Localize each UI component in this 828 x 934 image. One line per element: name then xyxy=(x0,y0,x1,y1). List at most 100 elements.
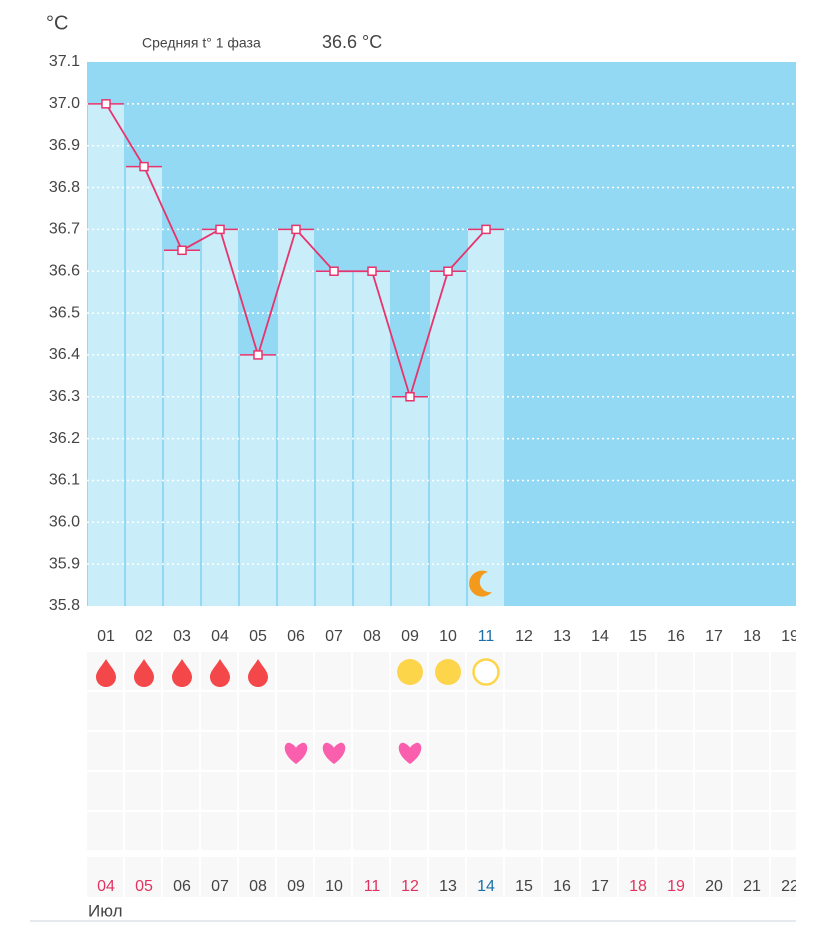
point-marker xyxy=(443,266,453,276)
avg-value: 36.6 °C xyxy=(322,32,382,52)
cell xyxy=(315,772,351,810)
cell xyxy=(695,692,731,730)
date-label: 07 xyxy=(211,878,229,895)
y-tick-label: 36.6 xyxy=(49,262,80,279)
cell xyxy=(619,772,655,810)
x-tick-label: 02 xyxy=(135,628,153,645)
cell xyxy=(543,652,579,690)
cell xyxy=(657,772,693,810)
cell xyxy=(87,732,123,770)
date-cell xyxy=(277,857,313,897)
cell xyxy=(163,772,199,810)
y-tick-label: 36.3 xyxy=(49,388,80,405)
cell xyxy=(201,732,237,770)
y-tick-label: 37.0 xyxy=(49,95,80,112)
date-cell xyxy=(467,857,503,897)
point-marker xyxy=(139,161,149,172)
cell xyxy=(429,732,465,770)
x-tick-label: 04 xyxy=(211,628,229,645)
cell xyxy=(771,772,796,810)
cell xyxy=(201,772,237,810)
cell xyxy=(695,732,731,770)
cell xyxy=(505,812,541,850)
y-tick-label: 36.8 xyxy=(49,179,80,196)
date-cell xyxy=(771,857,796,897)
cell xyxy=(657,692,693,730)
cell xyxy=(429,692,465,730)
x-tick-label: 08 xyxy=(363,628,381,645)
cell xyxy=(201,692,237,730)
cell xyxy=(543,772,579,810)
drop-icon xyxy=(96,659,116,687)
cell xyxy=(543,812,579,850)
cell xyxy=(733,692,769,730)
cell xyxy=(581,692,617,730)
sun-icon xyxy=(435,659,461,685)
date-label: 12 xyxy=(401,878,419,895)
drop-icon xyxy=(210,659,230,687)
cell xyxy=(733,732,769,770)
cell xyxy=(353,732,389,770)
x-tick-label: 09 xyxy=(401,628,419,645)
date-cell xyxy=(505,857,541,897)
x-tick-label: 07 xyxy=(325,628,343,645)
date-label: 13 xyxy=(439,878,457,895)
cell xyxy=(239,812,275,850)
avg-label: Средняя t° 1 фаза xyxy=(142,35,261,51)
y-tick-label: 35.9 xyxy=(49,555,80,572)
x-tick-label: 11 xyxy=(478,628,495,645)
bar xyxy=(126,166,162,606)
point-marker xyxy=(481,224,491,235)
cell xyxy=(771,652,796,690)
point-marker xyxy=(405,392,415,402)
y-tick-label: 36.7 xyxy=(49,221,80,238)
cell xyxy=(657,732,693,770)
cell xyxy=(619,812,655,850)
point-marker xyxy=(253,350,263,360)
cell xyxy=(733,812,769,850)
cell xyxy=(619,692,655,730)
cell xyxy=(619,652,655,690)
cell xyxy=(315,812,351,850)
y-tick-label: 36.5 xyxy=(49,304,80,321)
cell xyxy=(239,732,275,770)
date-label: 22 xyxy=(781,878,799,895)
cell xyxy=(543,692,579,730)
month-label: Июл xyxy=(88,901,123,920)
date-label: 06 xyxy=(173,878,191,895)
cell xyxy=(505,652,541,690)
date-cell xyxy=(429,857,465,897)
cell xyxy=(695,812,731,850)
x-tick-label: 10 xyxy=(439,628,457,645)
x-tick-label: 16 xyxy=(667,628,685,645)
point-marker xyxy=(215,224,225,235)
x-tick-label: 01 xyxy=(97,628,115,645)
unit-label: °C xyxy=(46,12,68,34)
date-cell xyxy=(657,857,693,897)
date-label: 05 xyxy=(135,878,153,895)
cell xyxy=(353,812,389,850)
date-label: 04 xyxy=(97,878,115,895)
date-label: 11 xyxy=(364,878,381,895)
plot: 01 04 02 05 03 06 04 07 05 08 06 09 07 10 08 11 09 12 10 13… xyxy=(87,62,799,897)
date-label: 19 xyxy=(667,878,685,895)
date-cell xyxy=(619,857,655,897)
cell xyxy=(163,812,199,850)
bar xyxy=(468,229,504,606)
cell xyxy=(657,652,693,690)
cell xyxy=(87,812,123,850)
cell xyxy=(315,692,351,730)
cell xyxy=(695,772,731,810)
cell xyxy=(467,812,503,850)
x-tick-label: 06 xyxy=(287,628,305,645)
cell xyxy=(505,692,541,730)
y-tick-label: 35.8 xyxy=(49,597,80,614)
date-label: 16 xyxy=(553,878,571,895)
cell xyxy=(733,652,769,690)
cell xyxy=(353,652,389,690)
date-cell xyxy=(695,857,731,897)
cell xyxy=(125,812,161,850)
sun-outline-icon xyxy=(472,658,500,686)
cell xyxy=(125,772,161,810)
cell xyxy=(201,812,237,850)
